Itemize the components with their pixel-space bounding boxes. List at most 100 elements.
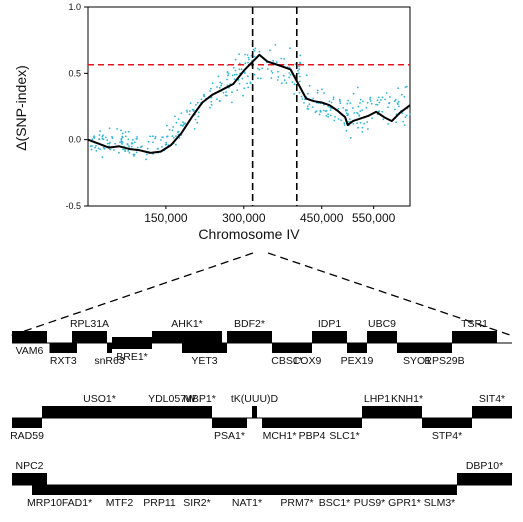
gene-block (42, 406, 157, 418)
snp-point (322, 109, 325, 112)
snp-point (238, 82, 241, 85)
snp-point (111, 135, 113, 138)
snp-point (219, 81, 222, 84)
snp-point (404, 86, 407, 89)
snp-point (164, 144, 167, 146)
gene-label: MTF2 (106, 497, 134, 509)
snp-point (299, 61, 301, 64)
x-tick-label: 150,000 (144, 211, 188, 225)
snp-point (357, 105, 360, 108)
snp-point (127, 150, 130, 152)
gene-label: RXT3 (50, 355, 77, 367)
snp-point (254, 47, 257, 50)
snp-point (378, 96, 380, 99)
snp-point (173, 137, 175, 139)
snp-point (347, 113, 349, 116)
gene-block (277, 485, 317, 495)
snp-point (393, 100, 396, 102)
snp-point (102, 138, 105, 141)
snp-point (209, 90, 211, 92)
x-tick-label: 550,000 (352, 211, 396, 225)
snp-point (342, 107, 345, 109)
snp-point (118, 151, 120, 154)
snp-point (114, 142, 117, 145)
snp-point (182, 123, 185, 125)
y-tick-label: -0.5 (65, 201, 81, 211)
snp-point (174, 115, 176, 118)
snp-point (308, 103, 311, 106)
gene-block (252, 406, 257, 418)
snp-point (121, 141, 124, 143)
snp-point (97, 147, 100, 150)
gene-label: BRE1* (116, 351, 148, 363)
snp-point (293, 93, 295, 95)
y-tick-label: 0.0 (68, 135, 81, 145)
gene-label: VAM6 (16, 345, 44, 357)
snp-point (261, 67, 263, 70)
zoom-lines (9, 252, 514, 337)
snp-point (136, 146, 139, 149)
snp-point (189, 102, 192, 104)
snp-point (339, 100, 341, 103)
snp-point (162, 136, 164, 139)
snp-point (184, 122, 187, 125)
snp-point (171, 135, 174, 138)
snp-point (297, 70, 299, 72)
snp-point (234, 69, 237, 72)
snp-point (91, 138, 94, 141)
snp-point (395, 121, 397, 124)
snp-point (307, 92, 309, 95)
snp-point (93, 137, 96, 139)
fit-curve (87, 53, 411, 154)
snp-point (356, 86, 359, 89)
snp-point (121, 132, 124, 135)
gene-label: PUS9* (354, 497, 386, 509)
gene-block (97, 485, 142, 495)
x-tick-label: 300,000 (222, 211, 266, 225)
snp-point (188, 113, 191, 116)
snp-point (231, 101, 233, 104)
snp-point (382, 118, 385, 121)
snp-point (393, 108, 396, 111)
snp-point (154, 135, 157, 138)
snp-point (121, 143, 123, 145)
snp-point (248, 58, 250, 61)
snp-point (222, 91, 225, 94)
gene-block (272, 343, 302, 353)
snp-point (298, 68, 301, 70)
gene-label: LHP1 (364, 393, 390, 405)
snp-point (103, 147, 106, 150)
gene-label: BDF2* (234, 318, 265, 330)
snp-point (98, 134, 101, 136)
snp-point (381, 96, 384, 99)
snp-point (157, 147, 159, 150)
snp-point (319, 111, 322, 113)
snp-point (108, 127, 111, 130)
snp-point (380, 99, 382, 101)
snp-point (293, 83, 296, 86)
gene-label: YET3 (191, 355, 217, 367)
snp-point (180, 112, 183, 115)
snp-point (231, 91, 233, 94)
snp-point (196, 101, 199, 104)
snp-point (238, 53, 241, 55)
snp-point (127, 130, 130, 133)
snp-point (216, 98, 218, 100)
snp-point (359, 98, 362, 101)
y-axis-ticks: -0.5 0.0 0.5 1.0 (65, 2, 88, 211)
snp-point (259, 77, 262, 80)
snp-point (227, 72, 230, 75)
snp-point (400, 93, 403, 96)
gene-label: MRP10 (27, 497, 62, 509)
snp-point (346, 102, 349, 105)
gene-label: PBP4 (299, 430, 326, 442)
gene-block (452, 331, 497, 343)
snp-point (270, 77, 273, 79)
snp-point (269, 49, 271, 52)
snp-point (233, 73, 236, 76)
snp-point (334, 115, 336, 118)
gene-block (457, 473, 512, 485)
snp-point (327, 105, 330, 108)
snp-point (303, 102, 305, 104)
snp-point (226, 78, 228, 81)
